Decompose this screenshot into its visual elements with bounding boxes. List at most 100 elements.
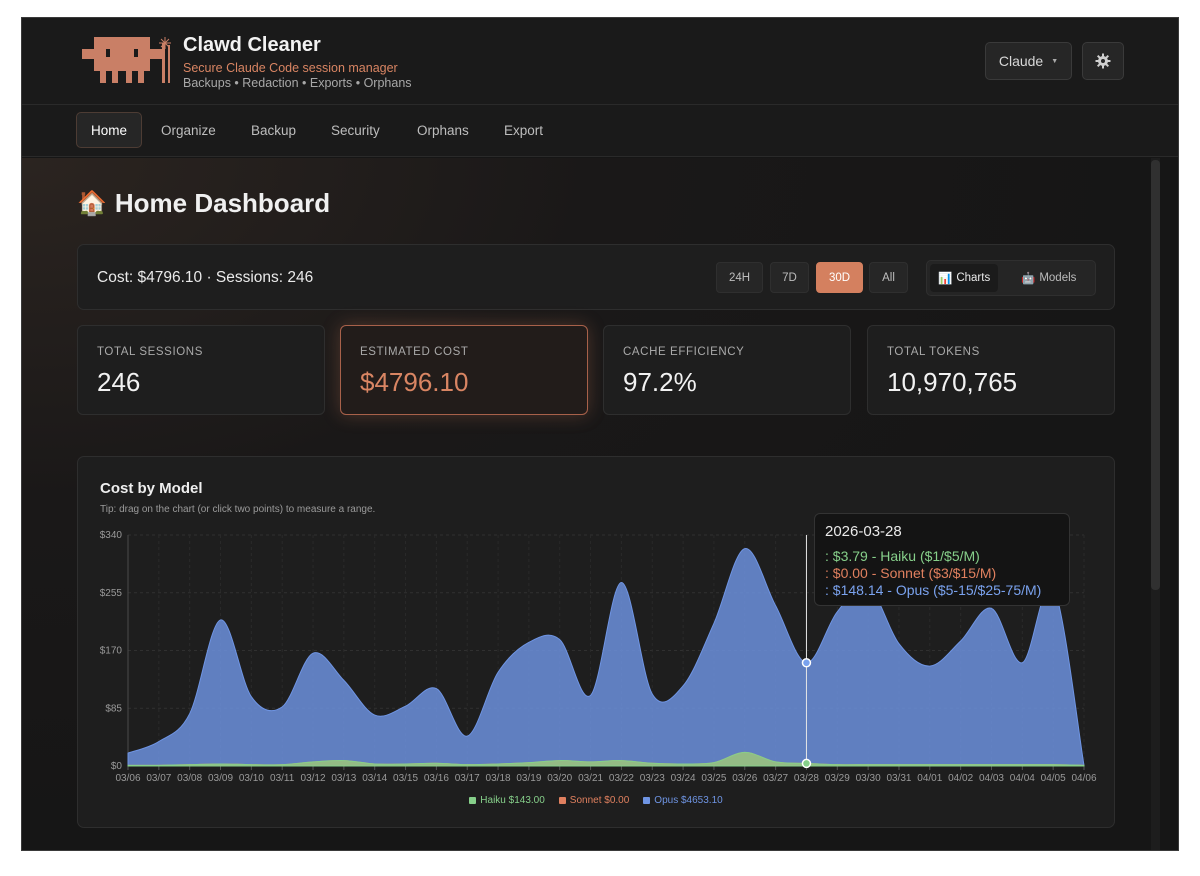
scrollbar-thumb[interactable] [1151, 160, 1160, 590]
x-tick-label: 04/02 [948, 773, 973, 784]
x-tick-label: 04/03 [979, 773, 1004, 784]
y-tick-label: $255 [100, 588, 123, 599]
x-tick-label: 03/15 [393, 773, 418, 784]
stat-value: $4796.10 [360, 367, 469, 397]
x-tick-label: 03/28 [794, 773, 819, 784]
cost-chart-card: Cost by Model Tip: drag on the chart (or… [77, 456, 1115, 828]
legend-item-1[interactable]: Sonnet $0.00 [558, 795, 630, 806]
y-tick-label: $340 [100, 530, 123, 541]
tab-export[interactable]: Export [504, 122, 544, 138]
tab-orphans[interactable]: Orphans [417, 122, 469, 138]
tooltip-line-opus: : $148.14 - Opus ($5-15/$25-75/M) [825, 582, 1042, 598]
x-tick-label: 03/24 [671, 773, 696, 784]
x-tick-label: 03/22 [609, 773, 634, 784]
x-tick-label: 03/13 [331, 773, 356, 784]
main-content: 🏠 Home Dashboard Cost: $4796.10 · Sessio… [22, 158, 1178, 850]
model-select[interactable]: Claude ▼ [985, 42, 1072, 80]
x-tick-label: 03/20 [547, 773, 572, 784]
x-tick-label: 03/17 [455, 773, 480, 784]
app-header: Clawd Cleaner Secure Claude Code session… [22, 18, 1178, 105]
models-view-button[interactable]: 🤖 Models [1013, 264, 1084, 292]
range-24h-button[interactable]: 24H [716, 262, 763, 293]
hover-point-opus [801, 658, 812, 668]
range-7d-button[interactable]: 7D [770, 262, 809, 293]
x-tick-label: 03/10 [239, 773, 264, 784]
model-select-value: Claude [998, 53, 1044, 69]
x-tick-label: 03/12 [301, 773, 326, 784]
app-title: Clawd Cleaner [183, 34, 321, 56]
legend-item-0[interactable]: Haiku $143.00 [469, 795, 545, 806]
robot-icon: 🤖 [1021, 273, 1036, 285]
stat-label: TOTAL SESSIONS [97, 346, 203, 358]
chart-legend: Haiku $143.00 Sonnet $0.00 Opus $4653.10 [78, 795, 1114, 806]
x-tick-label: 03/07 [146, 773, 171, 784]
x-tick-label: 03/14 [362, 773, 387, 784]
stat-card-cache-efficiency: CACHE EFFICIENCY 97.2% [603, 325, 851, 415]
legend-swatch [643, 797, 651, 804]
x-tick-label: 03/21 [578, 773, 603, 784]
legend-swatch [558, 797, 566, 804]
stat-value: 246 [97, 367, 141, 397]
hover-point-haiku [801, 758, 812, 769]
tab-backup[interactable]: Backup [251, 122, 297, 138]
chart-tip: Tip: drag on the chart (or click two poi… [100, 504, 376, 515]
x-tick-label: 03/19 [516, 773, 541, 784]
x-tick-label: 03/27 [763, 773, 788, 784]
x-tick-label: 04/06 [1071, 773, 1096, 784]
stat-value: 10,970,765 [887, 367, 1018, 397]
page-title: 🏠 Home Dashboard [77, 188, 330, 219]
charts-view-label: Charts [956, 272, 991, 284]
tab-home[interactable]: Home [76, 112, 143, 148]
stat-label: CACHE EFFICIENCY [623, 346, 745, 358]
stat-label: TOTAL TOKENS [887, 346, 980, 358]
stat-card-total-sessions: TOTAL SESSIONS 246 [77, 325, 325, 415]
models-view-label: Models [1039, 272, 1077, 284]
crab-logo-icon [82, 37, 171, 83]
settings-button[interactable] [1082, 42, 1124, 80]
x-tick-label: 03/23 [640, 773, 665, 784]
x-tick-label: 03/29 [825, 773, 850, 784]
legend-label: Opus $4653.10 [654, 795, 723, 806]
legend-label: Haiku $143.00 [480, 795, 545, 806]
page-title-text: Home Dashboard [114, 188, 331, 218]
main-nav: Home Organize Backup Security Orphans Ex… [22, 105, 1178, 157]
range-30d-button[interactable]: 30D [816, 262, 863, 293]
x-tick-label: 03/16 [424, 773, 449, 784]
y-tick-label: $85 [105, 703, 122, 714]
range-all-button[interactable]: All [869, 262, 908, 293]
tab-security[interactable]: Security [331, 122, 380, 138]
x-tick-label: 03/31 [886, 773, 911, 784]
app-window: ▫ × Clawd Cleane [21, 17, 1179, 851]
chart-tooltip: 2026-03-28 : $3.79 - Haiku ($1/$5/M) : $… [814, 513, 1070, 606]
x-tick-label: 03/26 [732, 773, 757, 784]
house-icon: 🏠 [77, 190, 107, 217]
x-tick-label: 03/06 [115, 773, 140, 784]
x-tick-label: 03/08 [177, 773, 202, 784]
tooltip-date: 2026-03-28 [825, 523, 902, 540]
app-tags: Backups • Redaction • Exports • Orphans [183, 76, 412, 90]
series-area-haiku [127, 751, 1085, 767]
tooltip-line-haiku: : $3.79 - Haiku ($1/$5/M) [825, 548, 980, 564]
legend-label: Sonnet $0.00 [569, 795, 630, 806]
stat-card-estimated-cost: ESTIMATED COST $4796.10 [340, 325, 588, 415]
stat-label: ESTIMATED COST [360, 346, 469, 358]
stat-value: 97.2% [623, 367, 697, 397]
x-tick-label: 04/01 [917, 773, 942, 784]
chart-title: Cost by Model [100, 480, 203, 497]
tab-organize[interactable]: Organize [161, 122, 216, 138]
y-tick-label: $170 [100, 646, 123, 657]
x-tick-label: 03/18 [486, 773, 511, 784]
caret-down-icon: ▼ [1051, 57, 1059, 65]
x-tick-label: 03/09 [208, 773, 233, 784]
x-tick-label: 03/25 [701, 773, 726, 784]
bar-chart-icon: 📊 [938, 273, 953, 285]
legend-item-2[interactable]: Opus $4653.10 [643, 795, 723, 806]
filter-bar: Cost: $4796.10 · Sessions: 246 24H 7D 30… [77, 244, 1115, 310]
cost-summary: Cost: $4796.10 · Sessions: 246 [97, 269, 314, 286]
view-toggle: 📊 Charts 🤖 Models [926, 260, 1096, 296]
charts-view-button[interactable]: 📊 Charts [930, 264, 999, 292]
stat-card-total-tokens: TOTAL TOKENS 10,970,765 [867, 325, 1115, 415]
x-tick-label: 04/04 [1010, 773, 1035, 784]
y-tick-label: $0 [111, 761, 123, 772]
x-tick-label: 04/05 [1041, 773, 1066, 784]
